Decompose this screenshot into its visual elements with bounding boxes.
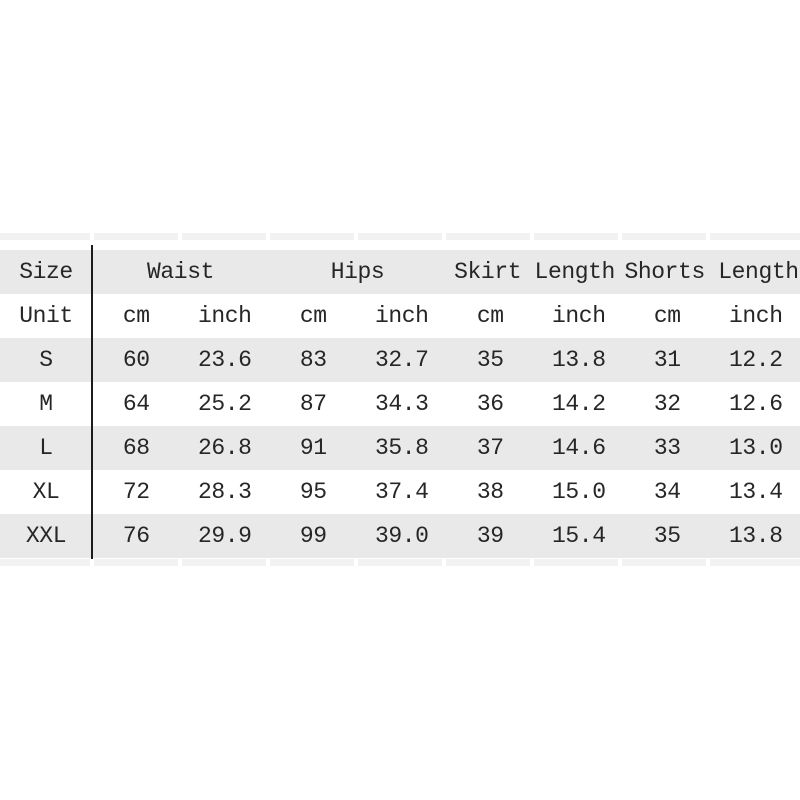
value-cell: 12.6 bbox=[711, 382, 800, 426]
value-cell: 37 bbox=[446, 426, 535, 470]
value-cell: 23.6 bbox=[180, 338, 270, 382]
table-row-size-l: L 68 26.8 91 35.8 37 14.6 33 13.0 bbox=[0, 426, 800, 470]
value-cell: 95 bbox=[269, 470, 358, 514]
value-cell: 14.2 bbox=[534, 382, 624, 426]
value-cell: 87 bbox=[269, 382, 358, 426]
crop-artifact-bottom bbox=[0, 559, 800, 566]
value-cell: 12.2 bbox=[711, 338, 800, 382]
table-row-size-m: M 64 25.2 87 34.3 36 14.2 32 12.6 bbox=[0, 382, 800, 426]
header-group-skirt-length: Skirt Length bbox=[446, 250, 624, 294]
crop-artifact-dash bbox=[178, 559, 182, 566]
value-cell: 34 bbox=[623, 470, 712, 514]
unit-cell: cm bbox=[269, 294, 358, 338]
header-size-cell: Size bbox=[0, 250, 92, 294]
value-cell: 34.3 bbox=[357, 382, 447, 426]
table-row-size-xl: XL 72 28.3 95 37.4 38 15.0 34 13.4 bbox=[0, 470, 800, 514]
value-cell: 13.0 bbox=[711, 426, 800, 470]
value-cell: 76 bbox=[92, 514, 181, 558]
unit-label-cell: Unit bbox=[0, 294, 92, 338]
unit-cell: inch bbox=[357, 294, 447, 338]
value-cell: 91 bbox=[269, 426, 358, 470]
crop-artifact-dash bbox=[530, 233, 534, 240]
table-row-size-s: S 60 23.6 83 32.7 35 13.8 31 12.2 bbox=[0, 338, 800, 382]
value-cell: 99 bbox=[269, 514, 358, 558]
value-cell: 29.9 bbox=[180, 514, 270, 558]
value-cell: 68 bbox=[92, 426, 181, 470]
crop-artifact-dash bbox=[442, 559, 446, 566]
value-cell: 33 bbox=[623, 426, 712, 470]
value-cell: 39 bbox=[446, 514, 535, 558]
value-cell: 32.7 bbox=[357, 338, 447, 382]
value-cell: 37.4 bbox=[357, 470, 447, 514]
value-cell: 13.4 bbox=[711, 470, 800, 514]
value-cell: 14.6 bbox=[534, 426, 624, 470]
unit-cell: inch bbox=[180, 294, 270, 338]
value-cell: 25.2 bbox=[180, 382, 270, 426]
header-group-hips: Hips bbox=[269, 250, 447, 294]
value-cell: 13.8 bbox=[711, 514, 800, 558]
value-cell: 15.4 bbox=[534, 514, 624, 558]
value-cell: 13.8 bbox=[534, 338, 624, 382]
crop-artifact-top bbox=[0, 233, 800, 240]
header-group-waist: Waist bbox=[92, 250, 270, 294]
value-cell: 38 bbox=[446, 470, 535, 514]
crop-artifact-dash bbox=[530, 559, 534, 566]
crop-artifact-dash bbox=[618, 559, 622, 566]
value-cell: 28.3 bbox=[180, 470, 270, 514]
unit-cell: inch bbox=[534, 294, 624, 338]
value-cell: 15.0 bbox=[534, 470, 624, 514]
value-cell: 32 bbox=[623, 382, 712, 426]
size-label-cell: M bbox=[0, 382, 92, 426]
unit-cell: cm bbox=[446, 294, 535, 338]
header-row: Size Waist Hips Skirt Length Shorts Leng… bbox=[0, 250, 800, 294]
crop-artifact-dash bbox=[618, 233, 622, 240]
value-cell: 26.8 bbox=[180, 426, 270, 470]
value-cell: 35 bbox=[623, 514, 712, 558]
table-row-size-xxl: XXL 76 29.9 99 39.0 39 15.4 35 13.8 bbox=[0, 514, 800, 558]
crop-artifact-dash bbox=[90, 233, 94, 240]
unit-cell: inch bbox=[711, 294, 800, 338]
size-label-cell: S bbox=[0, 338, 92, 382]
crop-artifact-dash bbox=[706, 559, 710, 566]
crop-artifact-dash bbox=[266, 233, 270, 240]
size-label-cell: XXL bbox=[0, 514, 92, 558]
crop-artifact-dash bbox=[354, 233, 358, 240]
unit-cell: cm bbox=[623, 294, 712, 338]
unit-cell: cm bbox=[92, 294, 181, 338]
value-cell: 35 bbox=[446, 338, 535, 382]
value-cell: 83 bbox=[269, 338, 358, 382]
value-cell: 35.8 bbox=[357, 426, 447, 470]
crop-artifact-dash bbox=[354, 559, 358, 566]
crop-artifact-dash bbox=[178, 233, 182, 240]
crop-artifact-dash bbox=[266, 559, 270, 566]
crop-artifact-dash bbox=[442, 233, 446, 240]
size-chart-table: Size Waist Hips Skirt Length Shorts Leng… bbox=[0, 250, 800, 558]
size-column-divider bbox=[91, 245, 93, 562]
value-cell: 72 bbox=[92, 470, 181, 514]
value-cell: 31 bbox=[623, 338, 712, 382]
value-cell: 39.0 bbox=[357, 514, 447, 558]
value-cell: 36 bbox=[446, 382, 535, 426]
size-label-cell: L bbox=[0, 426, 92, 470]
crop-artifact-dash bbox=[706, 233, 710, 240]
header-group-shorts-length: Shorts Length bbox=[623, 250, 800, 294]
unit-row: Unit cm inch cm inch cm inch cm inch bbox=[0, 294, 800, 338]
crop-artifact-dash bbox=[90, 559, 94, 566]
value-cell: 64 bbox=[92, 382, 181, 426]
size-label-cell: XL bbox=[0, 470, 92, 514]
value-cell: 60 bbox=[92, 338, 181, 382]
